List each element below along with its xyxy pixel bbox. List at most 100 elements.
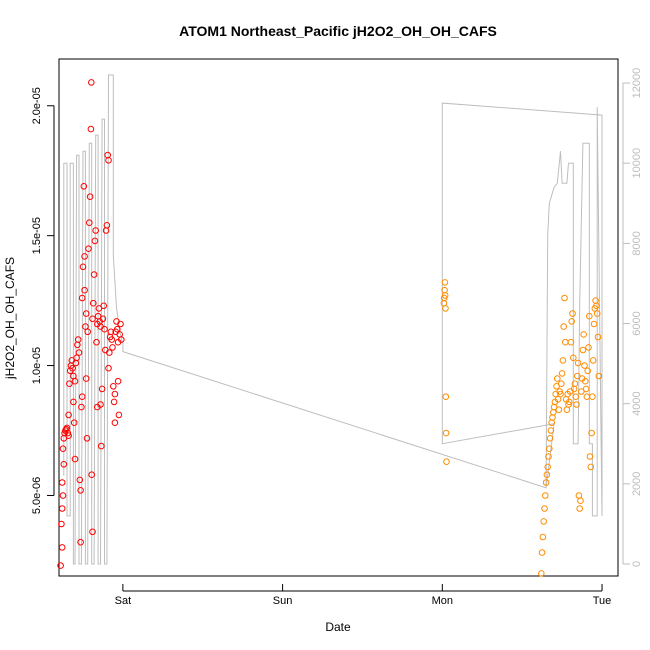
data-point-series-2 [543, 471, 551, 479]
data-point-series-2 [542, 479, 550, 486]
data-point-series-1 [86, 219, 93, 226]
data-point-series-1 [80, 183, 88, 190]
x-axis: Sat Sun Mon Tue [115, 584, 612, 607]
y-axis-left: 5.0e-06 1.0e-05 1.5e-05 2.0e-05 [31, 87, 55, 514]
data-point-series-2 [595, 372, 603, 380]
data-point-series-1 [118, 336, 125, 343]
data-point-series-1 [58, 520, 65, 528]
data-point-series-1 [99, 315, 107, 323]
data-point-series-1 [89, 528, 96, 536]
data-point-series-2 [442, 429, 450, 437]
data-point-series-2 [557, 390, 564, 398]
data-point-series-1 [60, 461, 68, 468]
data-point-series-2 [582, 377, 589, 385]
data-point-series-1 [82, 323, 89, 330]
data-point-series-2 [548, 419, 556, 427]
data-point-series-1 [93, 338, 100, 346]
data-point-series-2 [558, 370, 566, 377]
y-tick-label: 1.0e-05 [31, 347, 43, 384]
data-point-series-2 [570, 385, 578, 393]
data-point-series-1 [70, 419, 78, 427]
data-point-series-2 [587, 463, 595, 471]
data-point-series-1 [77, 487, 84, 494]
data-point-series-2 [585, 344, 592, 351]
data-point-series-1 [97, 401, 104, 408]
data-point-series-2 [572, 393, 580, 401]
x-axis-label: Date [325, 620, 351, 634]
data-point-series-2 [558, 380, 565, 388]
data-point-series-2 [550, 409, 557, 416]
data-point-series-2 [540, 518, 548, 525]
data-point-series-1 [89, 315, 96, 323]
data-point-series-2 [593, 310, 601, 317]
data-point-series-1 [85, 245, 92, 252]
data-point-series-2 [581, 362, 588, 369]
data-point-series-2 [574, 359, 582, 367]
data-point-series-1 [79, 263, 87, 271]
y2-tick-label: 0 [631, 561, 643, 567]
data-point-series-2 [582, 385, 590, 393]
y2-tick-label: 2000 [631, 472, 643, 496]
data-point-series-1 [71, 377, 79, 385]
y2-tick-label: 6000 [631, 311, 643, 335]
data-point-series-2 [584, 367, 592, 375]
data-point-series-2 [554, 375, 561, 382]
y-axis-right: 0 2000 4000 6000 8000 10000 12000 [622, 68, 643, 567]
data-point-series-1 [111, 419, 119, 427]
data-point-series-2 [561, 294, 568, 302]
plot-frame [58, 58, 619, 577]
y-tick-label: 2.0e-05 [31, 87, 43, 124]
data-point-series-1 [71, 455, 79, 463]
data-point-series-1 [109, 344, 116, 351]
data-point-series-1 [82, 375, 90, 382]
data-point-series-1 [65, 432, 72, 440]
data-point-series-1 [76, 476, 84, 484]
data-point-series-1 [117, 320, 124, 328]
data-point-series-1 [110, 398, 118, 406]
data-point-series-1 [88, 471, 95, 479]
points-layer [57, 79, 603, 577]
data-point-series-2 [589, 357, 597, 364]
data-point-series-2 [579, 346, 587, 354]
data-point-series-2 [590, 320, 598, 328]
data-point-series-2 [538, 570, 545, 577]
y-tick-label: 5.0e-06 [31, 477, 43, 514]
data-point-series-1 [66, 380, 73, 388]
chart-title: ATOM1 Northeast_Pacific jH2O2_OH_OH_CAFS [179, 23, 497, 39]
data-point-series-1 [88, 79, 95, 86]
data-point-series-1 [108, 336, 115, 343]
data-point-series-1 [78, 403, 85, 411]
data-point-series-1 [90, 271, 98, 278]
data-point-series-1 [98, 385, 106, 393]
data-point-series-2 [580, 331, 588, 338]
x-tick-label: Tue [593, 595, 612, 607]
data-point-series-1 [101, 325, 108, 333]
x-tick-label: Sat [115, 595, 132, 607]
data-point-series-1 [86, 193, 94, 200]
data-point-series-2 [593, 302, 600, 310]
data-point-series-2 [562, 338, 569, 346]
x-tick-label: Mon [432, 595, 453, 607]
data-point-series-1 [103, 222, 111, 229]
altitude-line [63, 74, 603, 565]
data-point-series-1 [83, 435, 91, 442]
data-point-series-2 [589, 393, 596, 401]
data-point-series-2 [539, 533, 547, 541]
data-point-series-1 [74, 336, 82, 343]
data-point-series-1 [100, 302, 107, 310]
data-point-series-1 [82, 310, 90, 317]
data-point-series-2 [567, 338, 575, 346]
data-point-series-1 [98, 442, 105, 450]
y2-tick-label: 12000 [631, 68, 643, 99]
data-point-series-1 [59, 445, 67, 453]
data-point-series-2 [538, 549, 546, 556]
data-point-series-2 [555, 406, 563, 414]
y2-tick-label: 10000 [631, 148, 643, 179]
data-point-series-1 [70, 398, 77, 406]
data-point-series-1 [114, 325, 121, 333]
data-point-series-1 [106, 349, 113, 356]
data-point-series-1 [110, 383, 117, 390]
data-point-series-2 [442, 305, 449, 312]
data-point-series-2 [554, 396, 562, 403]
